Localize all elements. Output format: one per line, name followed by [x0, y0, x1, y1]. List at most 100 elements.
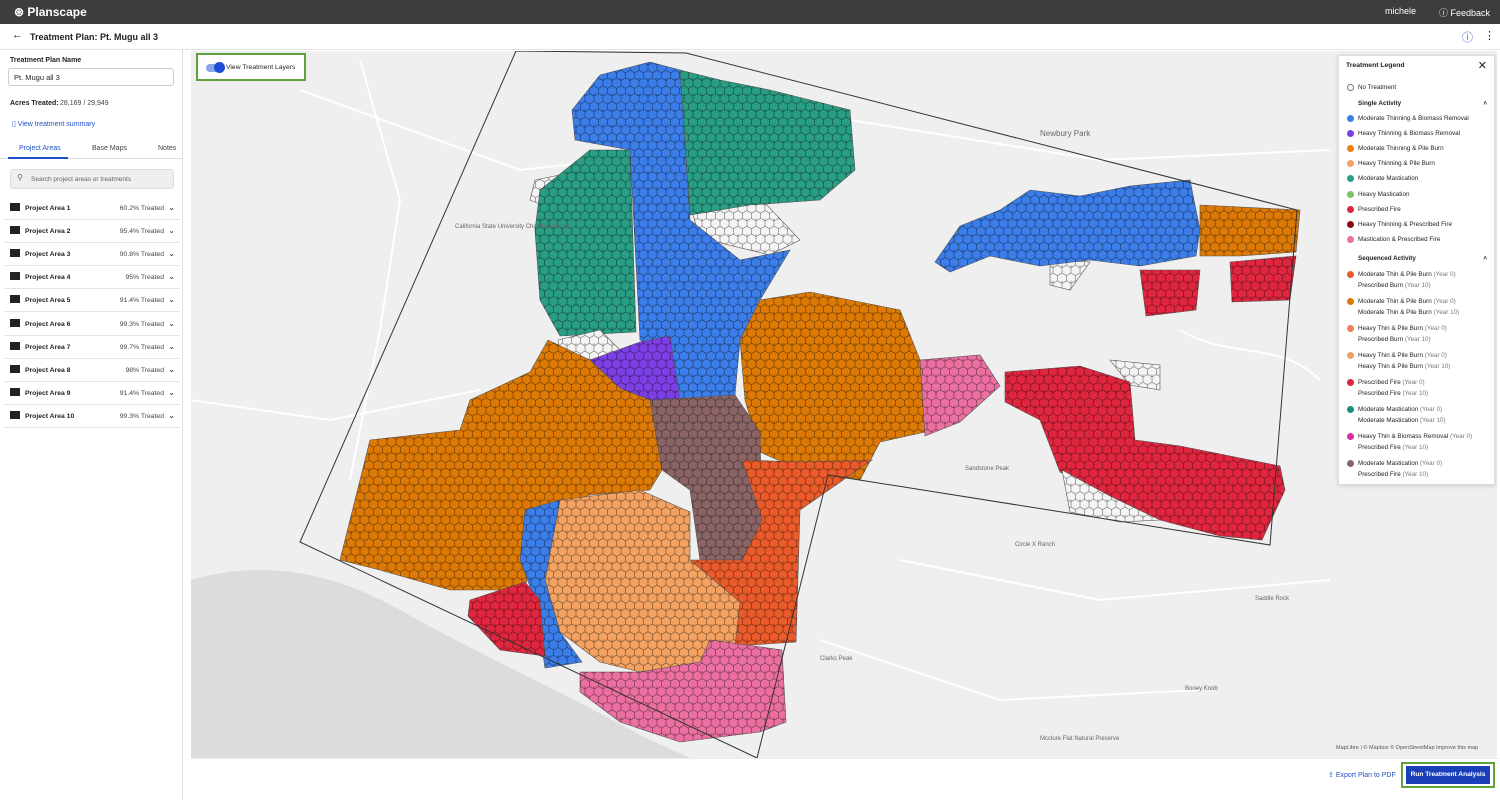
project-area-row[interactable]: Project Area 6 99.3% Treated ⌄	[4, 313, 180, 336]
legend-step: Prescribed Fire (Year 0)	[1358, 377, 1428, 388]
hex-overlay	[1230, 256, 1296, 302]
step-year: (Year 10)	[1404, 281, 1431, 289]
project-area-row[interactable]: Project Area 3 90.8% Treated ⌄	[4, 243, 180, 267]
expand-icon: ⌄	[168, 364, 175, 374]
project-area-row[interactable]: Project Area 9 91.4% Treated ⌄	[4, 382, 180, 405]
hex-overlay	[572, 62, 790, 400]
search-icon: ⚲	[17, 173, 23, 182]
legend-step: Moderate Mastication (Year 10)	[1358, 415, 1446, 426]
user-name[interactable]: michele	[1384, 6, 1416, 16]
step-activity: Moderate Mastication	[1358, 405, 1419, 413]
hex-overlay	[740, 292, 925, 480]
legend-item: Moderate Mastication (Year 0) Prescribed …	[1347, 458, 1442, 480]
map[interactable]: Newbury Park California State University…	[191, 51, 1497, 758]
step-activity: Moderate Mastication	[1358, 459, 1419, 467]
legend-item: No Treatment	[1347, 84, 1396, 91]
legend-step: Prescribed Burn (Year 10)	[1358, 334, 1447, 345]
expand-icon: ⌄	[168, 318, 175, 328]
footer	[191, 758, 1500, 800]
step-year: (Year 0)	[1419, 459, 1443, 467]
area-icon	[10, 364, 20, 373]
tabs: Project Areas Base Maps Notes	[0, 143, 183, 159]
step-year: (Year 0)	[1433, 270, 1456, 278]
legend-label: Heavy Thinning & Pile Burn	[1358, 160, 1435, 168]
project-area-row[interactable]: Project Area 10 99.3% Treated ⌄	[4, 405, 180, 428]
step-year: (Year 10)	[1402, 443, 1429, 451]
legend-label: Heavy Mastication	[1358, 190, 1410, 198]
legend-item: Heavy Thinning & Biomass Removal	[1347, 130, 1460, 137]
legend-item: Heavy Thinning & Prescribed Fire	[1347, 220, 1453, 228]
search-input[interactable]: Search project areas or treatments	[10, 169, 174, 189]
step-activity: Prescribed Fire	[1358, 443, 1401, 451]
legend-step: Heavy Thin & Biomass Removal (Year 0)	[1358, 431, 1472, 442]
project-area-row[interactable]: Project Area 5 91.4% Treated ⌄	[4, 289, 180, 313]
info-button[interactable]: ⓘ	[1462, 32, 1473, 44]
run-highlight: Run Treatment Analysis	[1401, 762, 1495, 788]
menu-button[interactable]: ⋮	[1484, 30, 1495, 42]
legend-step: Moderate Thin & Pile Burn (Year 0)	[1358, 296, 1459, 307]
run-button[interactable]: Run Treatment Analysis	[1406, 766, 1490, 784]
layer-toggle[interactable]: View Treatment Layers	[196, 53, 306, 81]
legend-item: Mastication & Prescribed Fire	[1347, 235, 1440, 243]
area-icon	[10, 249, 20, 258]
legend-label: Prescribed Fire	[1358, 205, 1401, 213]
top-bar: ⊛ Planscape michele ⓘ Feedback	[0, 0, 1500, 24]
acres-value: 28,169 / 29,949	[60, 100, 109, 107]
hex-overlay	[1050, 260, 1090, 290]
brand-name: Planscape	[27, 5, 87, 19]
toggle-knob	[214, 62, 225, 73]
collapse-icon: ˄	[1483, 100, 1487, 107]
hex-overlay	[535, 150, 636, 336]
legend-swatch	[1347, 175, 1354, 183]
project-area-row[interactable]: Project Area 4 95% Treated ⌄	[4, 266, 180, 290]
legend-label: Heavy Thinning & Prescribed Fire	[1358, 220, 1453, 228]
project-area-row[interactable]: Project Area 1 60.2% Treated ⌄	[4, 197, 180, 220]
summary-link[interactable]: ▯ View treatment summary	[12, 121, 96, 128]
hex-overlay	[1110, 360, 1160, 390]
map-canvas: Newbury Park California State University…	[191, 51, 1331, 758]
export-link[interactable]: ⇪ Export Plan to PDF	[1328, 772, 1396, 779]
tab-underline	[8, 157, 68, 159]
legend-step: Prescribed Fire (Year 10)	[1358, 442, 1472, 453]
back-button[interactable]: ←	[12, 29, 23, 41]
area-treated: 60.2% Treated	[119, 205, 164, 212]
legend-swatch	[1347, 205, 1354, 213]
brand[interactable]: ⊛ Planscape	[14, 5, 87, 19]
legend-item: Moderate Mastication	[1347, 175, 1418, 183]
hex-overlay	[590, 336, 680, 400]
legend-swatch	[1347, 115, 1354, 122]
hex-overlay	[650, 395, 762, 560]
legend-swatch	[1347, 432, 1354, 440]
area-treated: 99.3% Treated	[119, 320, 164, 328]
area-icon	[10, 410, 20, 419]
legend-item: Heavy Mastication	[1347, 190, 1410, 198]
project-area-row[interactable]: Project Area 7 99.7% Treated ⌄	[4, 336, 180, 359]
legend-item: Moderate Thin & Pile Burn (Year 0) Modera…	[1347, 296, 1459, 318]
name-input[interactable]: Pt. Mugu all 3	[8, 68, 174, 86]
tab[interactable]: Notes	[158, 145, 177, 152]
tab[interactable]: Base Maps	[92, 145, 128, 152]
legend-step: Prescribed Fire (Year 10)	[1358, 469, 1442, 480]
legend-section-title: Single Activity	[1358, 100, 1402, 107]
close-button[interactable]: ✕	[1477, 60, 1487, 72]
area-icon	[10, 387, 20, 396]
ocean	[191, 570, 690, 758]
step-activity: Heavy Thin & Biomass Removal	[1358, 432, 1449, 440]
feedback[interactable]: ⓘ Feedback	[1438, 8, 1490, 18]
legend-label: Heavy Thinning & Biomass Removal	[1358, 130, 1461, 138]
place-label: Boney Knob	[1185, 686, 1218, 692]
legend-swatch	[1347, 459, 1354, 467]
project-area-row[interactable]: Project Area 2 95.4% Treated ⌄	[4, 220, 180, 244]
project-area-row[interactable]: Project Area 8 98% Treated ⌄	[4, 359, 180, 382]
sidebar: Treatment Plan Name Pt. Mugu all 3 Acres…	[0, 50, 183, 800]
step-year: (Year 10)	[1419, 416, 1446, 424]
legend-swatch	[1347, 235, 1354, 243]
step-activity: Moderate Thin & Pile Burn	[1358, 308, 1432, 316]
legend-step: Heavy Thin & Pile Burn (Year 0)	[1358, 323, 1447, 334]
hex-overlay	[468, 582, 545, 656]
expand-icon: ⌄	[168, 410, 175, 420]
hex-overlay	[935, 180, 1200, 272]
tab[interactable]: Project Areas	[19, 145, 61, 152]
expand-icon: ⌄	[168, 203, 175, 212]
hex-overlay	[1200, 205, 1300, 256]
